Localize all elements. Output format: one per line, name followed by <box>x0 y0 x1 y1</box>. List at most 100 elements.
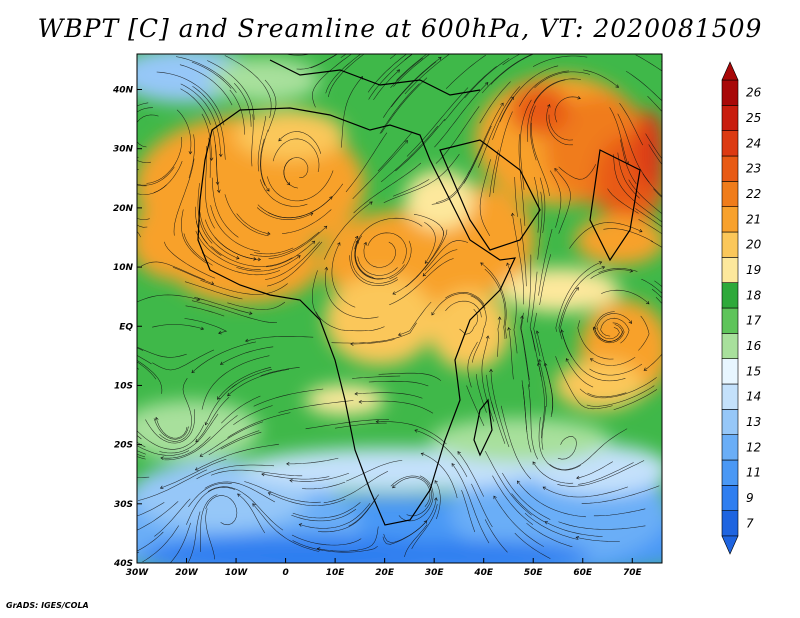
streamline-arrow <box>434 480 438 484</box>
streamline <box>642 173 662 197</box>
streamline-arrow <box>354 235 359 240</box>
streamline <box>422 249 458 277</box>
streamline <box>404 524 428 557</box>
streamline <box>211 469 303 477</box>
streamline <box>137 107 153 158</box>
streamline <box>557 436 577 460</box>
streamline <box>137 531 164 552</box>
streamline <box>480 262 507 339</box>
streamline <box>653 188 662 198</box>
streamline <box>492 96 514 140</box>
streamline <box>199 421 264 457</box>
streamline <box>266 240 315 268</box>
streamline <box>285 54 312 56</box>
streamline <box>220 346 274 365</box>
streamline <box>195 443 279 471</box>
streamline-arrow <box>219 361 224 365</box>
streamline <box>260 129 270 192</box>
streamline <box>534 71 590 89</box>
streamline <box>654 280 662 288</box>
streamline-arrow <box>195 438 199 443</box>
streamline <box>192 85 226 160</box>
streamline-arrow <box>538 358 542 363</box>
colorbar-min-arrow <box>721 535 739 555</box>
streamline-arrow <box>199 453 204 457</box>
streamline <box>289 472 349 482</box>
streamline-arrow <box>547 103 551 108</box>
streamline-arrow <box>422 273 427 277</box>
streamline <box>532 55 588 67</box>
streamline <box>555 261 602 332</box>
streamline <box>411 504 438 550</box>
streamline <box>527 79 566 142</box>
lon-tick-label: 30W <box>126 568 150 578</box>
colorbar-label: 15 <box>746 364 761 378</box>
streamline <box>354 217 423 250</box>
streamline <box>169 522 191 563</box>
streamline-arrow <box>217 396 221 400</box>
streamline-arrow <box>510 212 515 217</box>
streamline <box>368 54 413 100</box>
streamline <box>137 217 150 220</box>
streamline <box>220 431 262 450</box>
streamline <box>352 375 401 379</box>
streamline-arrow <box>245 338 249 343</box>
streamline <box>477 86 521 168</box>
streamline <box>558 164 597 180</box>
streamline <box>146 136 183 184</box>
colorbar-swatch <box>721 358 739 385</box>
streamline <box>354 392 423 399</box>
streamline-arrow <box>113 197 116 200</box>
streamline <box>434 82 489 148</box>
colorbar-label: 24 <box>746 136 761 150</box>
streamline <box>252 503 320 552</box>
streamline <box>377 131 413 172</box>
streamline-arrow <box>194 467 199 471</box>
lon-tick-label: 10W <box>225 568 249 578</box>
streamline-arrow <box>420 452 425 456</box>
streamline <box>351 236 398 284</box>
streamline <box>260 367 300 376</box>
streamline <box>317 526 379 552</box>
streamline-arrow <box>643 367 648 371</box>
streamline <box>359 400 434 414</box>
streamline-arrow <box>218 153 223 158</box>
streamline <box>548 114 574 141</box>
streamline <box>457 451 484 497</box>
streamline <box>557 460 645 487</box>
streamline <box>278 131 322 154</box>
streamline <box>534 176 540 233</box>
streamline <box>272 138 320 173</box>
streamline-arrow <box>404 140 408 144</box>
streamline-arrow <box>506 262 510 267</box>
streamline <box>587 392 627 398</box>
streamline <box>137 346 187 358</box>
streamline-arrow <box>480 262 484 266</box>
streamline-arrow <box>598 261 603 265</box>
streamline <box>389 240 412 280</box>
streamline <box>145 409 195 444</box>
streamline <box>195 206 208 244</box>
streamline <box>292 502 361 519</box>
streamline <box>191 300 278 323</box>
streamline <box>601 289 650 305</box>
streamline <box>256 207 314 220</box>
streamline <box>590 269 633 279</box>
lon-tick-label: 30E <box>425 568 445 578</box>
streamline <box>638 219 662 235</box>
streamline <box>317 497 377 533</box>
streamline <box>196 464 275 480</box>
streamline <box>267 183 344 219</box>
streamline-arrow <box>484 82 489 86</box>
colorbar-label: 20 <box>746 238 762 252</box>
streamline <box>176 109 192 154</box>
colorbar: 7 9 11 12 13 14 15 16 17 18 19 20 21 22 23 24 25 26 <box>721 61 762 555</box>
colorbar-swatch <box>721 485 739 511</box>
streamline-arrow <box>121 128 124 131</box>
lon-tick-label: 40E <box>473 568 494 578</box>
streamline-arrow <box>397 332 402 337</box>
streamline-arrow <box>298 523 303 527</box>
streamline <box>281 209 332 234</box>
streamline <box>292 540 378 553</box>
streamline <box>233 83 252 127</box>
